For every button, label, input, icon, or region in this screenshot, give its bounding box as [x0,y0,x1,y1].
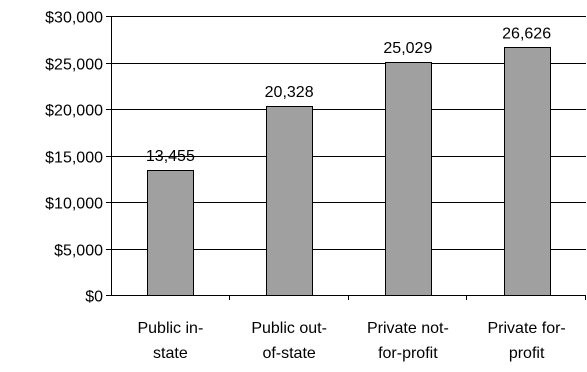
y-tick-label: $0 [85,289,103,306]
x-category-label-line: profit [509,345,545,362]
x-category-label-line: state [153,345,188,362]
x-category-label: Public out-of-state [251,320,327,362]
x-category-label-line: of-state [262,345,315,362]
bar [504,47,551,296]
data-label: 25,029 [383,40,432,57]
x-category-label: Private not-for-profit [367,320,449,362]
data-label: 26,626 [502,25,551,42]
x-category-label-line: for-profit [378,345,438,362]
data-label: 20,328 [265,84,314,101]
data-label: 13,455 [146,148,195,165]
y-tick-label: $15,000 [45,150,103,167]
x-category-label-line: Public out- [251,320,327,337]
x-category-label-line: Private for- [488,320,566,337]
x-category-label-line: Public in- [137,320,203,337]
bar [266,106,313,296]
y-tick-label: $5,000 [54,243,103,260]
x-category-label-line: Private not- [367,320,449,337]
y-tick-label: $20,000 [45,103,103,120]
y-tick-label: $25,000 [45,57,103,74]
bars [147,47,551,296]
x-category-label: Public in-state [137,320,203,362]
y-tick-label: $30,000 [45,10,103,27]
bar [385,62,432,296]
labels: $0 $5,000 $10,000 $15,000 $20,000 $25,000 $30,… [45,10,566,363]
bar [147,170,194,296]
y-tick-label: $10,000 [45,196,103,213]
x-category-label: Private for-profit [488,320,566,362]
